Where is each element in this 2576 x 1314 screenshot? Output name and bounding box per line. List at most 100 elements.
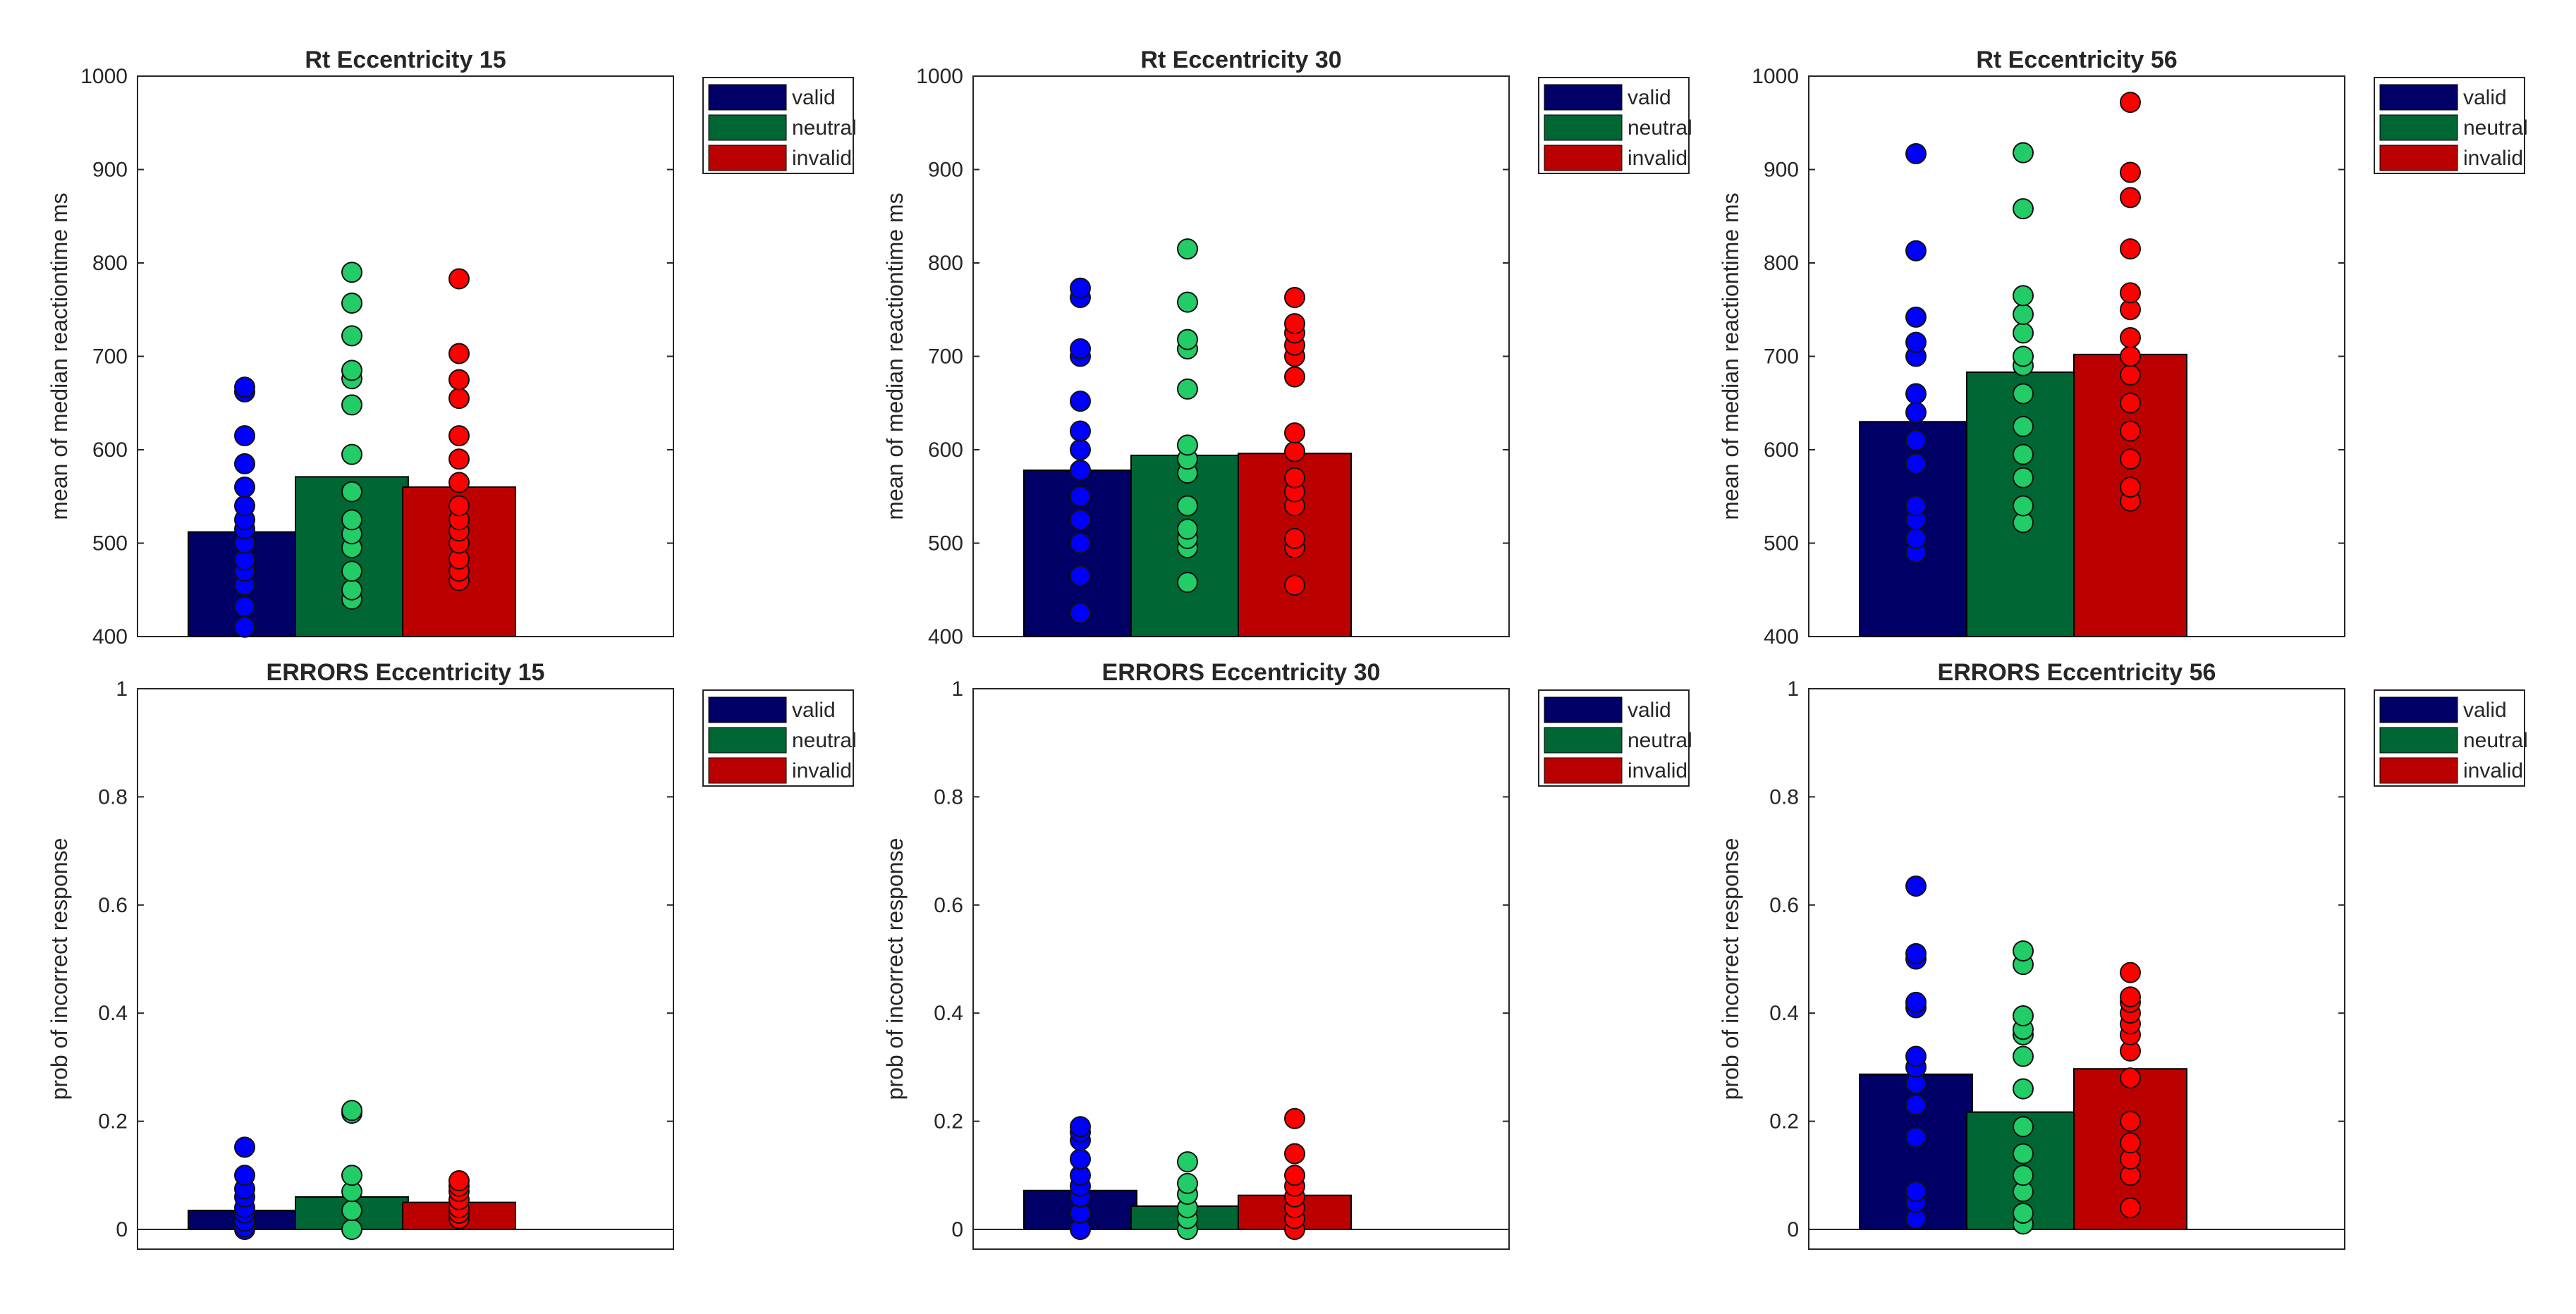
data-point-invalid — [1284, 1165, 1305, 1186]
y-tick-label: 0.2 — [934, 1110, 963, 1134]
data-point-invalid — [2120, 1132, 2141, 1154]
y-tick-label: 0.4 — [98, 1002, 128, 1025]
y-tick-label: 0.4 — [934, 1002, 963, 1025]
y-tick-label: 0.8 — [98, 785, 128, 809]
legend-swatch-invalid — [1544, 145, 1623, 171]
data-point-neutral — [341, 325, 362, 347]
y-tick-label: 900 — [1764, 159, 1799, 182]
data-point-invalid — [2120, 1110, 2141, 1132]
data-point-valid — [1905, 331, 1927, 353]
data-point-valid — [234, 453, 255, 474]
legend-swatch-neutral — [2379, 727, 2458, 754]
data-point-neutral — [341, 579, 362, 601]
data-point-valid — [1070, 532, 1091, 554]
y-tick-label: 0.6 — [98, 894, 128, 917]
y-tick-label: 800 — [92, 252, 128, 275]
data-point-valid — [234, 1165, 255, 1186]
legend-swatch-valid — [708, 696, 787, 723]
data-point-invalid — [1284, 575, 1305, 596]
legend-swatch-neutral — [708, 727, 787, 754]
y-tick-label: 600 — [92, 438, 128, 462]
data-point-valid — [234, 495, 255, 517]
data-point-invalid — [1284, 422, 1305, 444]
legend-swatch-valid — [2379, 696, 2458, 723]
data-point-invalid — [1284, 287, 1305, 309]
data-point-neutral — [1177, 328, 1198, 350]
legend-label-invalid: invalid — [792, 147, 852, 170]
data-point-valid — [1905, 495, 1927, 517]
chart-title: Rt Eccentricity 15 — [305, 47, 506, 73]
y-tick-label: 500 — [1764, 532, 1799, 555]
data-point-neutral — [2013, 1202, 2034, 1224]
data-point-neutral — [341, 292, 362, 314]
data-point-invalid — [1284, 1143, 1305, 1165]
data-point-invalid — [448, 425, 470, 447]
data-point-invalid — [2120, 420, 2141, 442]
y-tick-label: 400 — [928, 625, 963, 649]
data-point-neutral — [2013, 495, 2034, 517]
data-point-valid — [1905, 527, 1927, 549]
data-point-valid — [1905, 1094, 1927, 1116]
y-tick-label: 500 — [928, 532, 963, 555]
y-tick-label: 700 — [928, 345, 963, 369]
y-tick-label: 1000 — [1752, 65, 1799, 88]
legend-label-neutral: neutral — [2463, 729, 2528, 752]
data-point-valid — [1070, 602, 1091, 624]
chart-panel-6: 0 0.2 0.4 0.6 0.8 1 ERRORS Eccentricity 56 prob… — [1718, 659, 2528, 1250]
data-point-invalid — [2120, 986, 2141, 1008]
legend-label-neutral: neutral — [2463, 116, 2528, 140]
data-point-invalid — [2120, 1197, 2141, 1219]
y-tick-label: 0 — [1787, 1218, 1799, 1241]
data-point-invalid — [448, 472, 470, 493]
legend-swatch-neutral — [1544, 114, 1623, 141]
data-point-invalid — [2120, 392, 2141, 414]
data-point-invalid — [2120, 327, 2141, 348]
legend-swatch-invalid — [1544, 757, 1623, 784]
data-point-neutral — [2013, 1165, 2034, 1186]
data-point-valid — [1905, 1126, 1927, 1148]
data-point-neutral — [1177, 378, 1198, 400]
y-tick-label: 900 — [92, 159, 128, 182]
data-point-valid — [1905, 402, 1927, 423]
y-tick-label: 800 — [928, 252, 963, 275]
data-point-neutral — [2013, 1078, 2034, 1100]
data-point-valid — [1070, 338, 1091, 360]
data-point-neutral — [2013, 322, 2034, 344]
legend: valid neutral invalid — [702, 689, 857, 787]
y-axis-label: prob of incorrect response — [47, 838, 72, 1100]
data-point-valid — [234, 616, 255, 638]
y-axis-label: mean of median reactiontime ms — [882, 192, 908, 520]
legend-label-neutral: neutral — [792, 729, 857, 752]
legend-swatch-invalid — [2379, 757, 2458, 784]
legend-swatch-invalid — [708, 757, 787, 784]
data-point-neutral — [2013, 1116, 2034, 1138]
legend: valid neutral invalid — [2374, 77, 2528, 174]
legend-label-invalid: invalid — [2463, 759, 2523, 782]
data-point-valid — [1070, 277, 1091, 299]
y-tick-label: 0.8 — [934, 785, 963, 809]
y-tick-label: 0.2 — [1769, 1110, 1799, 1134]
data-point-valid — [1905, 429, 1927, 451]
data-point-invalid — [2120, 962, 2141, 983]
legend-label-invalid: invalid — [2463, 147, 2523, 170]
y-tick-label: 800 — [1764, 252, 1799, 275]
data-point-invalid — [448, 343, 470, 364]
data-point-valid — [1905, 991, 1927, 1013]
y-tick-label: 0.4 — [1769, 1002, 1799, 1025]
data-point-neutral — [341, 443, 362, 465]
y-tick-label: 700 — [92, 345, 128, 369]
data-point-neutral — [341, 360, 362, 381]
data-point-invalid — [2120, 477, 2141, 498]
data-point-invalid — [2120, 238, 2141, 260]
y-tick-label: 700 — [1764, 345, 1799, 369]
legend-label-valid: valid — [792, 699, 836, 722]
data-point-valid — [1070, 565, 1091, 587]
chart-panel-2: 400 500 600 700 800 900 1000 Rt Eccentricity 30… — [882, 47, 1692, 649]
chart-title: ERRORS Eccentricity 30 — [1102, 659, 1381, 686]
legend-swatch-invalid — [2379, 145, 2458, 171]
data-point-neutral — [2013, 345, 2034, 367]
data-point-valid — [1905, 875, 1927, 897]
y-axis-label: mean of median reactiontime ms — [1718, 192, 1743, 520]
data-point-invalid — [2120, 161, 2141, 183]
